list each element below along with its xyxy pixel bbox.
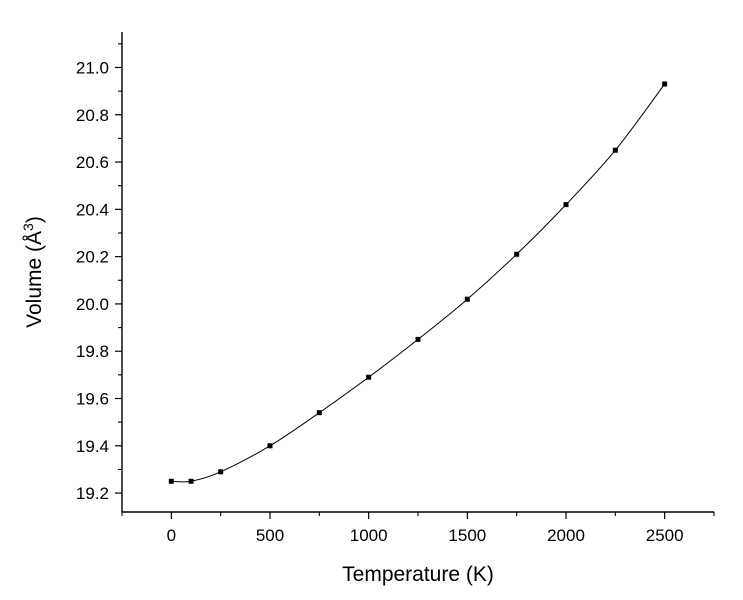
data-point-marker — [514, 251, 520, 257]
x-tick-label: 2500 — [646, 526, 684, 545]
x-tick-label: 500 — [256, 526, 284, 545]
data-point-marker — [415, 336, 421, 342]
data-point-marker — [563, 202, 569, 208]
y-tick-label: 21.0 — [76, 58, 109, 77]
data-point-marker — [188, 478, 194, 484]
y-tick-label: 20.2 — [76, 248, 109, 267]
y-tick-label: 19.4 — [76, 437, 109, 456]
data-point-marker — [612, 147, 618, 153]
y-axis-title: Volume (Å3) — [20, 216, 46, 328]
data-point-marker — [366, 374, 372, 380]
x-tick-label: 0 — [167, 526, 176, 545]
x-tick-label: 1500 — [448, 526, 486, 545]
data-point-marker — [267, 443, 273, 449]
data-point-marker — [218, 469, 224, 475]
data-point-marker — [316, 410, 322, 416]
y-axis-title-superscript: 3 — [20, 223, 36, 231]
y-tick-label: 19.6 — [76, 390, 109, 409]
y-tick-label: 20.6 — [76, 153, 109, 172]
y-tick-label: 20.4 — [76, 200, 109, 219]
y-tick-label: 19.2 — [76, 484, 109, 503]
y-tick-label: 20.0 — [76, 295, 109, 314]
data-point-marker — [168, 478, 174, 484]
x-tick-label: 2000 — [547, 526, 585, 545]
x-tick-label: 1000 — [350, 526, 388, 545]
x-axis-title: Temperature (K) — [342, 563, 494, 586]
x-axis: 0 500 1000 1500 2000 2500 — [121, 512, 715, 545]
y-tick-label: 19.8 — [76, 342, 109, 361]
series-line — [171, 83, 666, 483]
plot-area — [121, 32, 714, 513]
data-point-marker — [662, 81, 668, 87]
data-series — [168, 81, 668, 484]
y-tick-label: 20.8 — [76, 106, 109, 125]
y-axis-title-suffix: ) — [23, 216, 46, 223]
y-axis-title-text: Volume (Å — [23, 231, 46, 328]
data-point-marker — [464, 296, 470, 302]
y-axis: 19.2 19.4 19.6 19.8 20.0 20.2 20.4 20.6 20.8 21.0 — [76, 43, 122, 503]
